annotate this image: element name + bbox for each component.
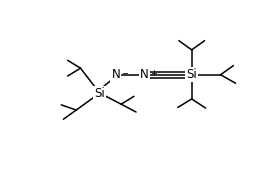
Text: N: N [140, 68, 149, 81]
Text: −: − [121, 69, 128, 78]
Text: N: N [112, 68, 120, 81]
Text: Si: Si [186, 68, 197, 81]
Text: Si: Si [94, 87, 105, 100]
Text: +: + [150, 69, 157, 78]
